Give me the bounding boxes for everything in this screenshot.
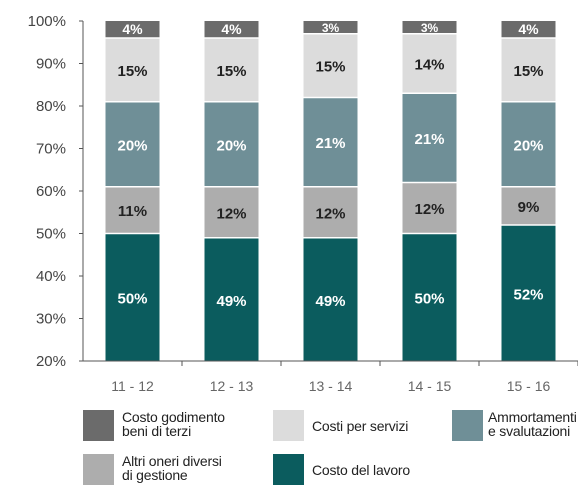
legend-swatch — [273, 454, 304, 485]
data-label: 50% — [117, 291, 147, 308]
bar-segment — [204, 102, 259, 186]
bar-segment — [204, 38, 259, 101]
data-label: 14% — [414, 57, 444, 74]
data-label: 50% — [414, 291, 444, 308]
bars: 50% 11% 20% 15% 4% 49% 12% 20% 15% 4% 49% 12% 21% 15%… — [105, 21, 556, 361]
bar-segment — [402, 234, 457, 361]
legend-label: Costo del lavoro — [312, 462, 410, 478]
y-tick-label: 70% — [36, 141, 66, 158]
legend-swatch — [83, 410, 114, 441]
data-label: 15% — [216, 63, 246, 80]
data-label: 20% — [117, 137, 147, 154]
y-tick-label: 50% — [36, 226, 66, 243]
bar-segment — [204, 187, 259, 237]
legend-swatch — [452, 410, 483, 441]
data-label: 12% — [315, 205, 345, 222]
y-axis: 20% 30% 40% 50% 60% 70% 80% 90% 100% — [28, 13, 84, 370]
data-label: 9% — [518, 199, 540, 216]
data-label: 20% — [216, 137, 246, 154]
legend-item-costo-godimento: Costo godimento beni di terzi — [83, 410, 225, 441]
x-tick-label: 15 - 16 — [507, 378, 551, 394]
bar-segment — [402, 21, 457, 33]
bar-segment — [501, 38, 556, 101]
x-tick-label: 12 - 13 — [210, 378, 254, 394]
bar-segment — [501, 21, 556, 38]
bar-segment — [501, 102, 556, 186]
bar-segment — [303, 21, 358, 33]
y-tick-label: 30% — [36, 311, 66, 328]
x-tick-label: 14 - 15 — [408, 378, 452, 394]
bar-segment — [303, 238, 358, 361]
bar-segment — [105, 102, 160, 186]
data-label: 4% — [518, 21, 539, 37]
bar-segment — [105, 234, 160, 361]
legend-item-ammortamenti: Ammortamenti e svalutazioni — [452, 410, 577, 441]
bar-segment — [204, 238, 259, 361]
legend-label: Ammortamenti e svalutazioni — [488, 409, 577, 439]
y-tick-label: 60% — [36, 183, 66, 200]
data-label: 12% — [414, 201, 444, 218]
y-tick-label: 100% — [28, 13, 66, 30]
y-tick-label: 80% — [36, 98, 66, 115]
bar-segment — [402, 34, 457, 93]
legend-item-costi-servizi: Costi per servizi — [273, 410, 408, 441]
bar-segment — [105, 21, 160, 38]
data-label: 21% — [414, 131, 444, 148]
data-label: 49% — [315, 293, 345, 310]
bar-segment — [402, 183, 457, 233]
legend-label: Altri oneri diversi di gestione — [122, 453, 222, 483]
data-label: 21% — [315, 135, 345, 152]
legend-item-costo-lavoro: Costo del lavoro — [273, 454, 410, 485]
data-label: 15% — [117, 63, 147, 80]
bar-segment — [303, 98, 358, 186]
legend: Costo godimento beni di terzi Costi per … — [0, 400, 578, 485]
legend-item-altri-oneri: Altri oneri diversi di gestione — [83, 454, 222, 485]
data-label: 3% — [421, 21, 439, 35]
stacked-bar-chart: 20% 30% 40% 50% 60% 70% 80% 90% 100% 50% 11% 20% 15… — [28, 13, 578, 394]
bar-segment — [303, 34, 358, 97]
data-label: 11% — [118, 203, 147, 220]
bar-segment — [303, 187, 358, 237]
data-label: 4% — [221, 21, 242, 37]
x-tick-label: 11 - 12 — [111, 378, 154, 394]
bar-segment — [105, 187, 160, 233]
bar-segment — [501, 225, 556, 361]
data-label: 52% — [513, 286, 543, 303]
bar-segment — [105, 38, 160, 101]
x-axis: 11 - 12 12 - 13 13 - 14 14 - 15 15 - 16 — [83, 360, 578, 394]
legend-swatch — [273, 410, 304, 441]
y-tick-label: 20% — [36, 353, 66, 370]
y-tick-label: 40% — [36, 268, 66, 285]
legend-swatch — [83, 454, 114, 485]
bar-segment — [204, 21, 259, 38]
data-label: 12% — [216, 205, 246, 222]
bar-segment — [501, 187, 556, 225]
data-label: 15% — [315, 59, 345, 76]
legend-label: Costo godimento beni di terzi — [122, 409, 225, 439]
data-label: 15% — [513, 63, 543, 80]
data-label: 49% — [216, 293, 246, 310]
legend-label: Costi per servizi — [312, 418, 409, 434]
data-label: 3% — [322, 21, 340, 35]
bar-segment — [402, 94, 457, 182]
data-label: 4% — [122, 21, 143, 37]
y-tick-label: 90% — [36, 56, 66, 73]
data-label: 20% — [513, 137, 543, 154]
x-tick-label: 13 - 14 — [309, 378, 353, 394]
